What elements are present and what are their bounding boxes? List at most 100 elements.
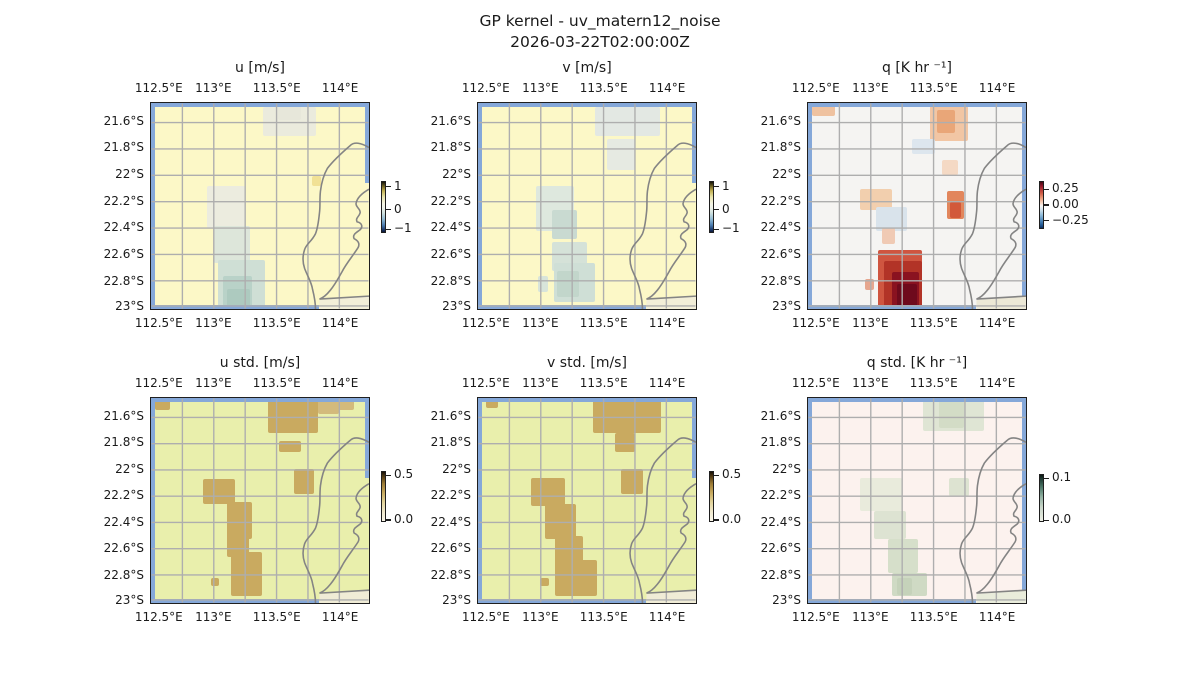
x-tick-top-v-3: 114°E (648, 81, 686, 95)
heatmap-patch-u-6 (227, 289, 250, 308)
heatmap-patch-v_std-4 (545, 504, 576, 539)
x-tick-top-u_std-1: 113°E (195, 376, 232, 390)
x-tick-top-q-2: 113.5°E (909, 81, 958, 95)
map-overlay-u_std (151, 398, 369, 603)
ocean-edge-top-u_std (151, 398, 369, 402)
y-tick-v-6: 22.8°S (430, 273, 471, 288)
y-tick-v_std-0: 21.6°S (430, 408, 471, 423)
y-tick-u-7: 23°S (115, 298, 144, 313)
ocean-edge-left-v (478, 103, 482, 309)
y-tick-v-3: 22.2°S (430, 193, 471, 208)
y-tick-u_std-7: 23°S (115, 592, 144, 607)
y-tick-q-2: 22°S (772, 167, 801, 181)
x-tick-bottom-q_std-2: 113.5°E (909, 610, 958, 624)
heatmap-patch-v_std-7 (621, 468, 643, 494)
x-tick-bottom-q_std-1: 113°E (852, 610, 889, 624)
colorbar-tick-label-u-0: 1 (394, 178, 402, 193)
ocean-edge-left-u_std (151, 398, 155, 603)
colorbar-tickmark-u-0 (386, 186, 391, 188)
x-tick-bottom-v_std-3: 114°E (648, 610, 686, 624)
colorbar-tickmark-q-0 (1044, 188, 1049, 190)
y-tick-q_std-1: 21.8°S (760, 435, 801, 450)
x-tick-bottom-u_std-0: 112.5°E (134, 610, 183, 624)
x-tick-bottom-u_std-1: 113°E (195, 610, 232, 624)
colorbar-tick-label-q-1: 0.00 (1052, 197, 1079, 211)
x-tick-top-v-2: 113.5°E (579, 81, 628, 95)
x-tick-bottom-q-3: 114°E (978, 316, 1016, 330)
heatmap-patch-u_std-3 (155, 399, 170, 410)
y-tick-v-2: 22°S (442, 167, 471, 181)
coastline-cape-u_std (302, 437, 369, 603)
ocean-edge-left-q (808, 103, 812, 309)
x-tick-top-v_std-0: 112.5°E (461, 376, 510, 390)
heatmap-patch-u_std-10 (210, 578, 220, 586)
colorbar-tickmark-u_std-0 (386, 474, 391, 476)
heatmap-patch-v_std-1 (614, 433, 636, 452)
colorbar-tickmark-q-1 (1044, 204, 1049, 206)
x-tick-bottom-v-1: 113°E (522, 316, 559, 330)
x-tick-bottom-v_std-1: 113°E (522, 610, 559, 624)
x-tick-top-q-0: 112.5°E (791, 81, 840, 95)
ocean-edge-right-v (691, 103, 696, 183)
y-tick-q_std-6: 22.8°S (760, 567, 801, 582)
colorbar-v (709, 181, 714, 233)
x-tick-top-v-1: 113°E (522, 81, 559, 95)
heatmap-patch-u_std-1 (318, 399, 339, 414)
ocean-edge-top-v_std (478, 398, 696, 402)
heatmap-patch-u-7 (312, 175, 321, 187)
y-tick-v-1: 21.8°S (430, 140, 471, 155)
y-tick-u_std-5: 22.6°S (103, 541, 144, 556)
y-tick-v_std-5: 22.6°S (430, 541, 471, 556)
x-tick-bottom-q_std-3: 114°E (978, 610, 1016, 624)
coastline-gulf-u (319, 188, 369, 300)
heatmap-patch-q_std-7 (896, 578, 912, 596)
colorbar-tick-label-q-2: −0.25 (1052, 212, 1089, 227)
heatmap-patch-u_std-8 (230, 551, 263, 597)
x-tick-top-u-1: 113°E (195, 81, 232, 95)
ocean-edge-bottom-u_std (151, 598, 319, 603)
heatmap-patch-q-2 (812, 104, 835, 117)
y-tick-u_std-6: 22.8°S (103, 567, 144, 582)
colorbar-tick-label-u-1: 0 (394, 201, 402, 216)
y-tick-u_std-0: 21.6°S (103, 408, 144, 423)
x-tick-top-u-3: 114°E (321, 81, 359, 95)
y-tick-v_std-1: 21.8°S (430, 435, 471, 450)
x-tick-bottom-v-0: 112.5°E (461, 316, 510, 330)
heatmap-patch-v_std-3 (531, 478, 566, 506)
ocean-edge-bottom-q_std (808, 598, 976, 603)
ocean-edge-bottom-q (808, 304, 976, 309)
x-tick-top-u_std-2: 113.5°E (252, 376, 301, 390)
colorbar-q_std (1039, 474, 1044, 522)
y-tick-v_std-2: 22°S (442, 461, 471, 476)
map-overlay-q (808, 103, 1026, 309)
y-tick-q-6: 22.8°S (760, 273, 801, 288)
heatmap-patch-u-3 (214, 225, 250, 263)
heatmap-patch-q_std-3 (859, 478, 902, 511)
colorbar-u (381, 181, 386, 233)
heatmap-patch-v-7 (537, 276, 548, 292)
y-tick-q_std-2: 22°S (772, 461, 801, 476)
y-tick-q-5: 22.6°S (760, 246, 801, 261)
ocean-edge-bottom-v_std (478, 598, 646, 603)
x-tick-top-q-1: 113°E (852, 81, 889, 95)
ocean-edge-top-q_std (808, 398, 1026, 402)
y-tick-u_std-4: 22.4°S (103, 514, 144, 529)
colorbar-tick-label-v-2: −1 (722, 221, 740, 236)
x-tick-bottom-q-1: 113°E (852, 316, 889, 330)
x-tick-top-v-0: 112.5°E (461, 81, 510, 95)
colorbar-tick-label-v-0: 1 (722, 178, 730, 193)
x-tick-top-q_std-1: 113°E (852, 376, 889, 390)
heatmap-patch-q_std-5 (887, 538, 919, 573)
ocean-edge-bottom-u (151, 304, 319, 309)
heatmap-patch-u_std-9 (294, 468, 315, 494)
figure-title: GP kernel - uv_matern12_noise (479, 12, 721, 30)
y-tick-u-6: 22.8°S (103, 273, 144, 288)
heatmap-patch-q-3 (911, 138, 935, 155)
colorbar-tick-label-q_std-1: 0.0 (1052, 512, 1072, 527)
colorbar-tickmark-q-2 (1044, 220, 1049, 222)
x-tick-top-v_std-3: 114°E (648, 376, 686, 390)
x-tick-top-q_std-0: 112.5°E (791, 376, 840, 390)
panel-map-v_std (477, 397, 697, 604)
colorbar-tickmark-u_std-1 (386, 519, 391, 521)
x-tick-top-q_std-2: 113.5°E (909, 376, 958, 390)
